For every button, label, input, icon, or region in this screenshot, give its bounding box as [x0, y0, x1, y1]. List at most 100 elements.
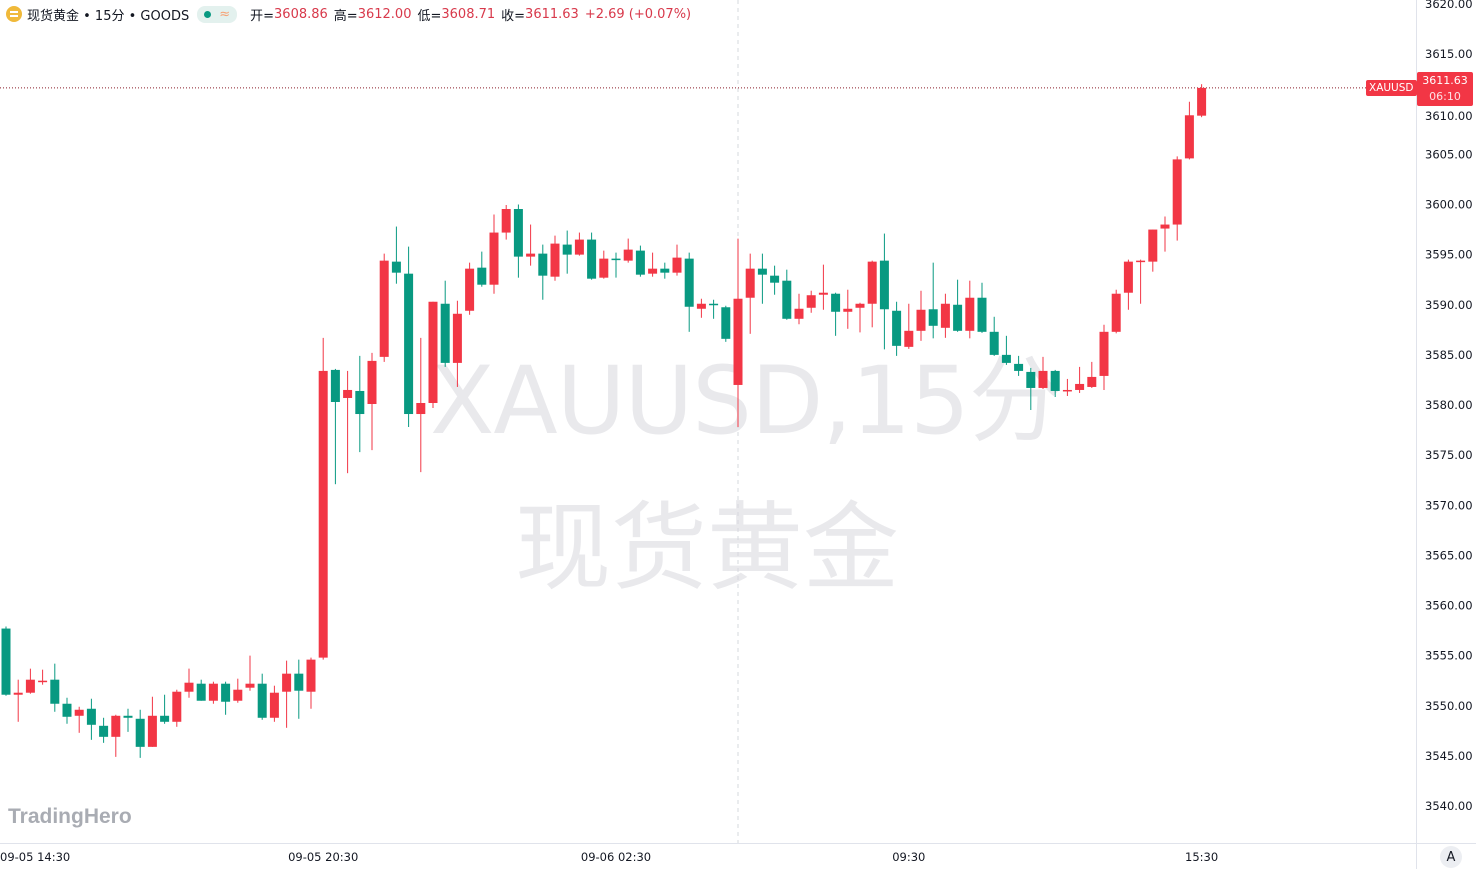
y-tick-label: 3570.00	[1425, 498, 1473, 512]
high-value: 3612.00	[357, 6, 412, 22]
market-open-icon	[204, 10, 212, 18]
y-tick-label: 3620.00	[1425, 0, 1473, 11]
candle-body	[1001, 354, 1011, 363]
candle-body	[1136, 260, 1146, 263]
candle-body	[879, 260, 889, 310]
candle-body	[501, 209, 511, 233]
candle-body	[806, 295, 816, 308]
low-value: 3608.71	[441, 6, 496, 22]
candle-body	[123, 715, 133, 718]
candle-body	[574, 239, 584, 255]
candle-body	[782, 280, 792, 319]
x-tick-label: 15:30	[1185, 850, 1218, 864]
candle-body	[770, 275, 780, 283]
symbol-logo-icon	[6, 6, 22, 22]
candle-body	[379, 260, 389, 357]
candle-body	[513, 209, 523, 257]
candle-body	[1184, 115, 1194, 159]
candle-body	[440, 303, 450, 363]
candle-body	[1087, 376, 1097, 387]
candle-body	[599, 258, 609, 278]
candle-body	[25, 679, 35, 693]
y-tick-label: 3550.00	[1425, 699, 1473, 713]
candle-body	[269, 692, 279, 718]
candle-body	[696, 303, 706, 309]
chart-legend: 现货黄金 • 15分 • GOODS ≈ 开= 3608.86 高= 3612.00…	[6, 4, 691, 24]
close-value: 3611.63	[525, 6, 579, 22]
x-tick-label: 09:30	[892, 850, 925, 864]
candle-body	[855, 303, 865, 308]
close-label: 收=	[501, 8, 526, 24]
candle-body	[721, 307, 731, 339]
candle-body	[709, 303, 719, 306]
candle-body	[550, 243, 560, 277]
candle-body	[282, 673, 292, 692]
candle-body	[428, 301, 438, 403]
candle-body	[1197, 87, 1207, 116]
candle-body	[196, 683, 206, 701]
brand-logo: TradingHero	[8, 805, 132, 828]
candle-body	[757, 268, 767, 275]
symbol-title[interactable]: 现货黄金 • 15分 • GOODS	[27, 8, 190, 24]
open-label: 开=	[250, 8, 275, 24]
candle-body	[135, 718, 145, 747]
candle-body	[794, 308, 804, 319]
y-tick-label: 3585.00	[1425, 348, 1473, 362]
y-tick-label: 3575.00	[1425, 448, 1473, 462]
last-price-tag: 3611.63 06:10	[1417, 72, 1473, 106]
high-label: 高=	[333, 8, 358, 24]
candle-body	[111, 715, 121, 737]
candle-body	[916, 309, 926, 331]
y-tick-label: 3590.00	[1425, 298, 1473, 312]
auto-scale-button[interactable]: A	[1440, 846, 1462, 868]
candle-body	[892, 310, 902, 346]
candle-body	[1123, 261, 1133, 293]
candle-body	[1026, 371, 1036, 388]
candle-body	[1050, 370, 1060, 391]
candle-body	[416, 402, 426, 415]
candle-body	[465, 268, 475, 311]
candle-body	[172, 691, 182, 722]
candle-body	[660, 268, 670, 273]
candle-body	[831, 293, 841, 312]
y-tick-label: 3610.00	[1425, 109, 1473, 123]
candle-body	[611, 258, 621, 261]
candle-body	[1111, 293, 1121, 332]
candle-body	[818, 292, 828, 295]
y-tick-label: 3545.00	[1425, 749, 1473, 763]
candle-body	[477, 267, 487, 285]
candle-body	[489, 232, 499, 285]
candle-body	[184, 682, 194, 692]
candle-body	[1062, 389, 1072, 392]
candle-body	[1, 628, 11, 695]
candle-body	[50, 679, 60, 704]
candle-body	[318, 370, 328, 658]
y-tick-label: 3540.00	[1425, 799, 1473, 813]
watermark-symbol: XAUUSD,15分	[430, 347, 1063, 456]
candle-body	[843, 308, 853, 312]
candle-body	[404, 273, 414, 415]
candle-body	[562, 244, 572, 255]
low-label: 低=	[417, 8, 442, 24]
candle-body	[977, 297, 987, 332]
candle-body	[233, 689, 243, 701]
candle-body	[745, 268, 755, 298]
y-tick-label: 3600.00	[1425, 198, 1473, 212]
candle-body	[1038, 370, 1048, 388]
candle-body	[989, 331, 999, 355]
status-pill[interactable]: ≈	[197, 5, 238, 23]
y-tick-label: 3595.00	[1425, 248, 1473, 262]
change-value: +2.69 (+0.07%)	[584, 6, 692, 22]
candle-body	[648, 268, 658, 274]
candle-body	[367, 360, 377, 404]
candle-body	[452, 313, 462, 363]
candle-body	[953, 304, 963, 331]
candle-body	[1099, 331, 1109, 376]
open-value: 3608.86	[274, 6, 328, 22]
last-price: 3611.63	[1422, 74, 1468, 87]
candle-body	[306, 659, 316, 692]
candle-body	[257, 683, 267, 718]
candle-body	[38, 680, 48, 683]
bar-countdown: 06:10	[1429, 90, 1461, 103]
